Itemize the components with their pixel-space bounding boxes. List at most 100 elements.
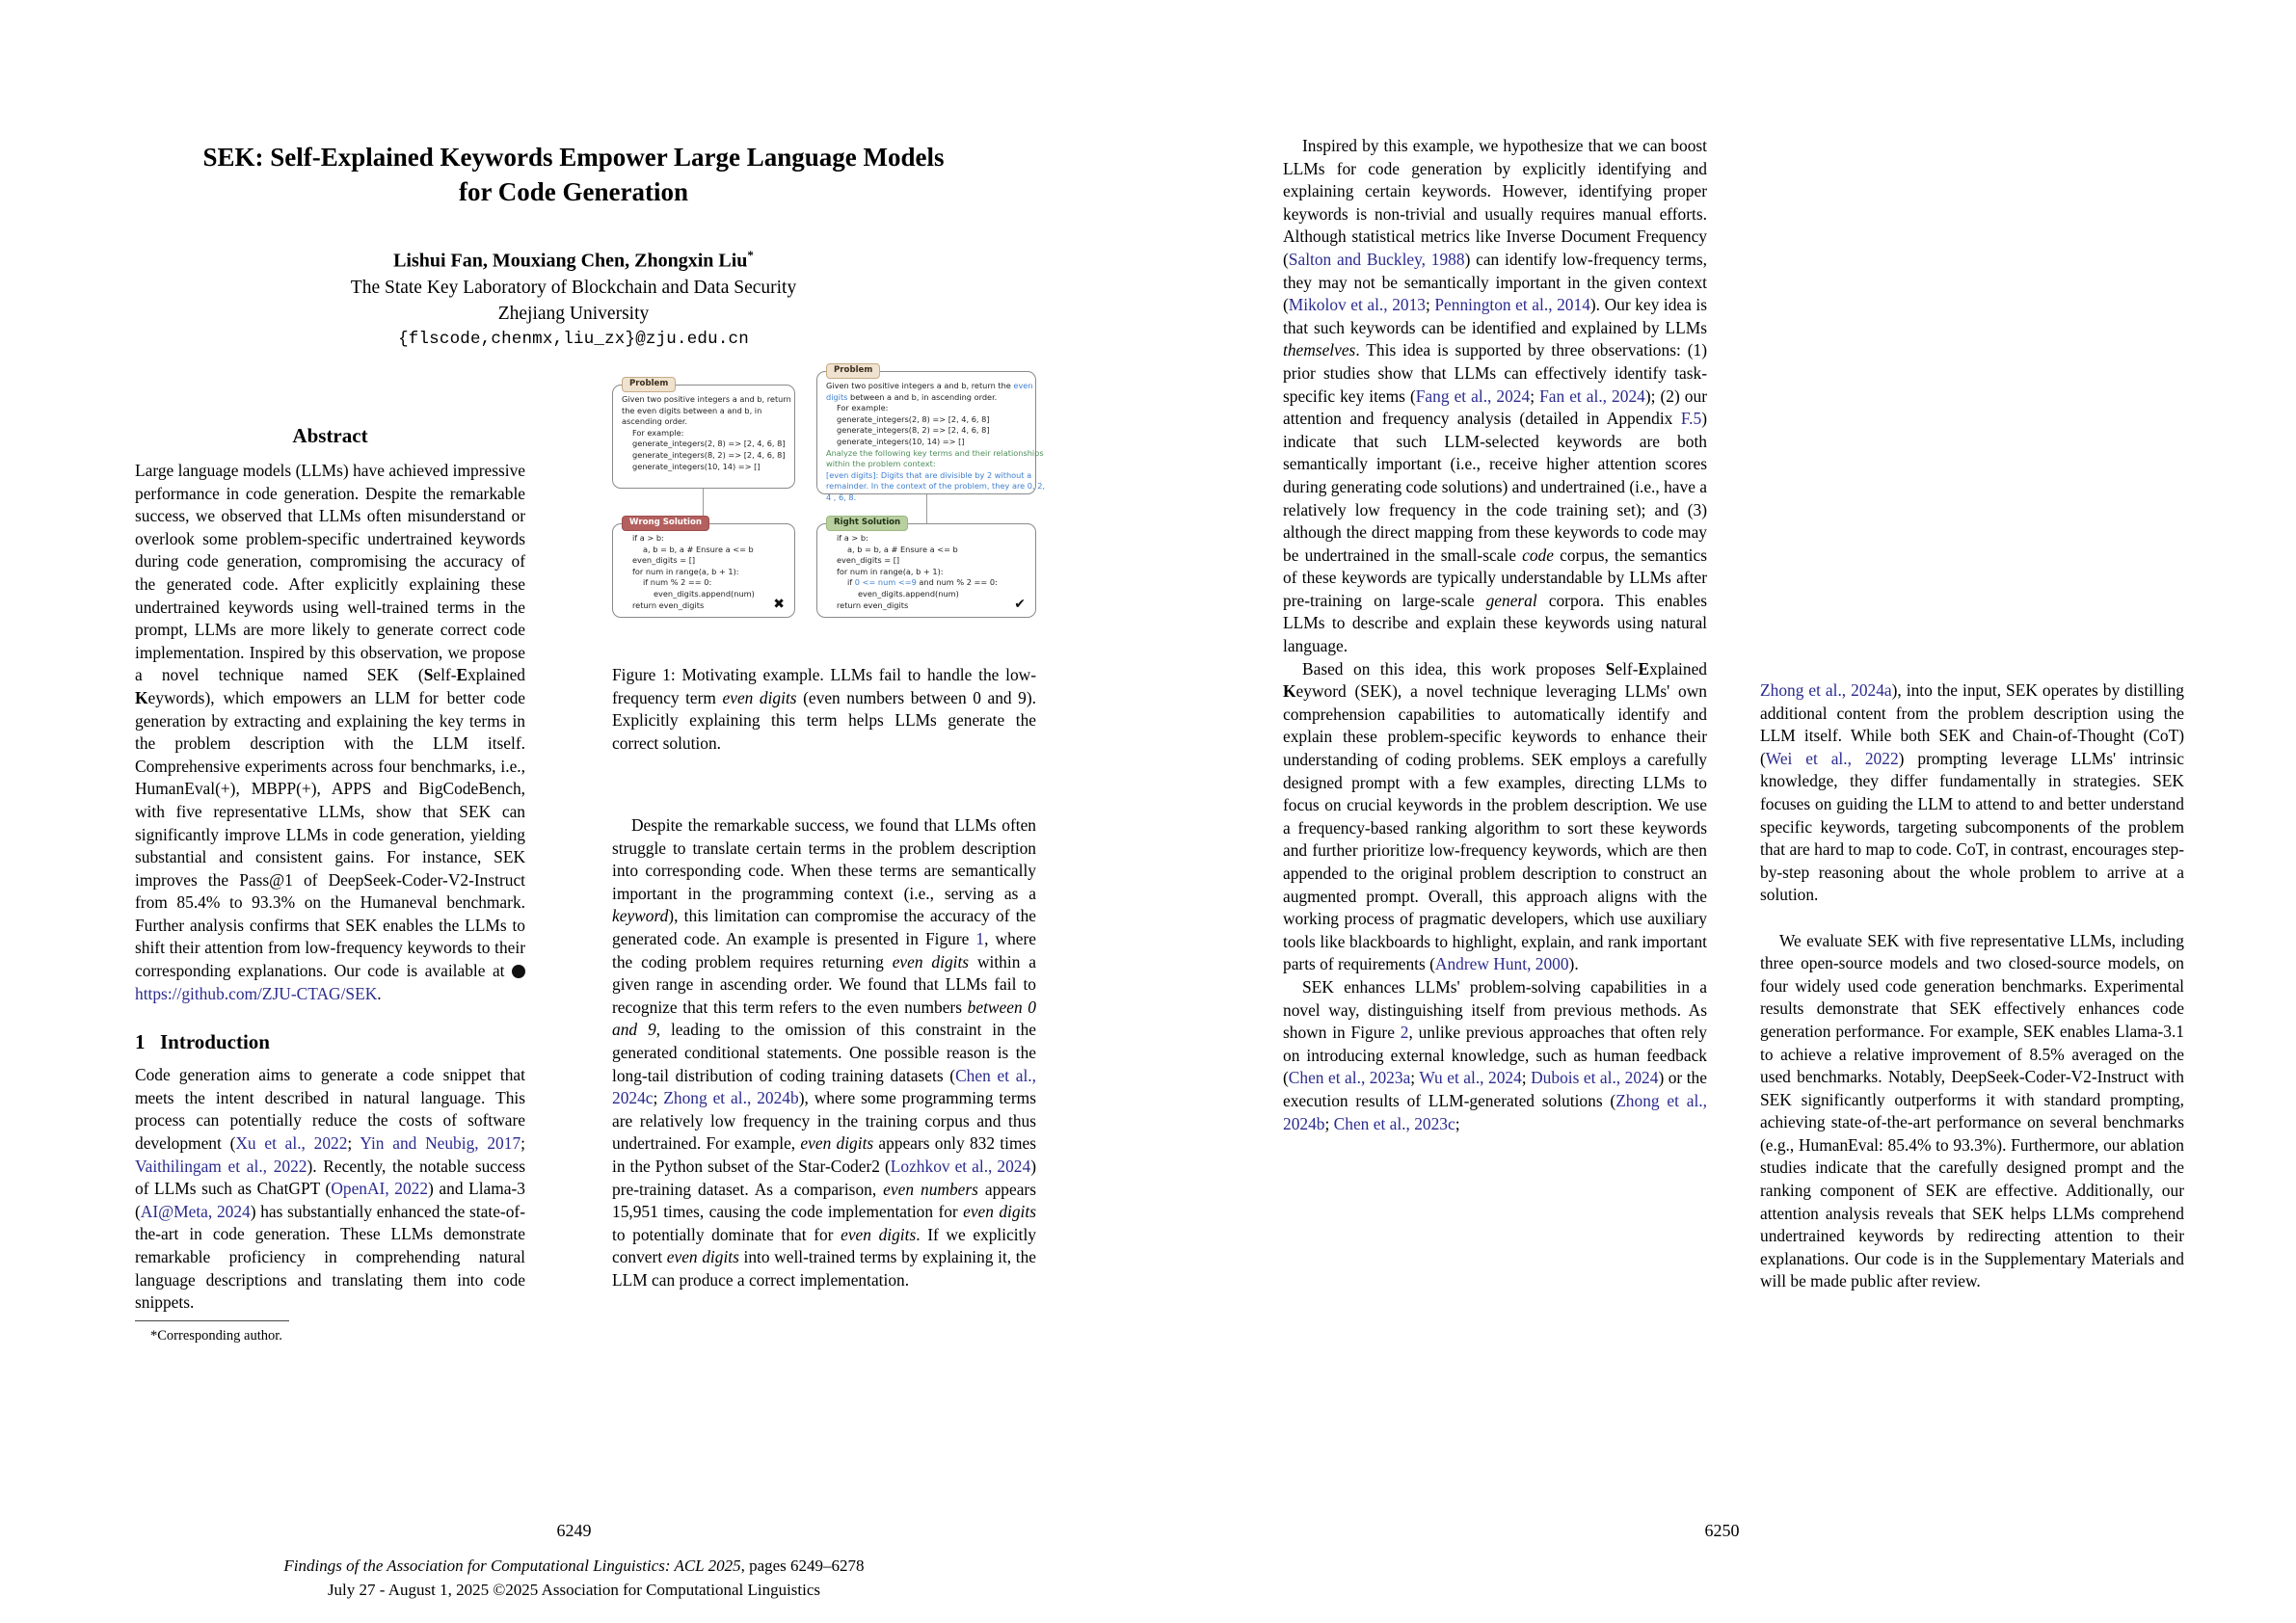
section-heading-introduction: 1 Introduction [135, 1030, 525, 1054]
venue-pages: , pages 6249–6278 [740, 1556, 865, 1575]
fig1-wrong-line-4: for num in range(a, b + 1): [632, 566, 739, 576]
c2-f: ; [653, 1088, 664, 1108]
c3-a: Inspired by this example, we hypothesize… [1283, 136, 1707, 269]
abstract-heading: Abstract [292, 424, 368, 447]
citation-chen-2023a[interactable]: Chen et al., 2023a [1288, 1068, 1411, 1088]
c3-p3-b: , unlike previous approaches that often … [1283, 1023, 1708, 1088]
c3-sek-k: K [1283, 681, 1296, 702]
citation-mikolov-2013[interactable]: Mikolov et al., 2013 [1288, 295, 1426, 315]
sek-xplained: xplained [467, 665, 525, 685]
sek-s: S [423, 665, 434, 685]
figure-1-reference[interactable]: 1 [975, 928, 985, 948]
c2-em-even-digits-2: even digits [800, 1133, 874, 1154]
fig1-right-sol-line-7: return even_digits [837, 599, 909, 610]
fig1-explain-line-2: within the problem context: [826, 459, 936, 469]
c3-sek-elf: elf- [1615, 658, 1639, 678]
citation-wu-2024[interactable]: Wu et al., 2024 [1419, 1068, 1522, 1088]
footnote-corresponding-author: *Corresponding author. [150, 1327, 282, 1344]
c2-em-between: between 0 and 9 [612, 997, 1036, 1040]
col3-paragraph-2: Based on this idea, this work proposes S… [1283, 658, 1707, 976]
code-repo-link[interactable]: https://github.com/ZJU-CTAG/SEK [135, 983, 378, 1003]
author-list: Lishui Fan, Mouxiang Chen, Zhongxin Liu* [174, 242, 974, 275]
figure-1-artwork: Problem Given two positive integers a an… [612, 363, 1045, 651]
citation-lozhkov-2024[interactable]: Lozhkov et al., 2024 [890, 1156, 1031, 1176]
fig1-right-sol-line-5: if 0 <= num <=9 and num % 2 == 0: [826, 577, 1028, 589]
citation-zhong-2024b-2[interactable]: Zhong et al., 2024b [1283, 1090, 1707, 1133]
fig1-right-solution-tag: Right Solution [826, 516, 909, 531]
c2-em-even-digits-4: even digits [666, 1247, 739, 1267]
footnote-divider [135, 1319, 289, 1321]
abstract-body: Large language models (LLMs) have achiev… [135, 460, 525, 1005]
citation-zhong-2024a[interactable]: Zhong et al., 2024a [1760, 680, 1892, 700]
citation-openai-2022[interactable]: OpenAI, 2022 [331, 1179, 429, 1199]
fig1-left-line-2: the even digits between a and b, in [622, 405, 762, 415]
page-number-left: 6249 [556, 1521, 592, 1540]
c3-p3-f: ; [1324, 1113, 1334, 1133]
figure-1: Problem Given two positive integers a an… [612, 363, 1045, 755]
citation-chen-2023c[interactable]: Chen et al., 2023c [1333, 1113, 1455, 1133]
c2-h: appears only 832 times in the Python sub… [612, 1133, 1036, 1176]
citation-zhong-2024b[interactable]: Zhong et al., 2024b [663, 1088, 799, 1108]
c4-b: ) prompting leverage LLMs' intrinsic kno… [1760, 748, 2184, 905]
fig1-right-l1a: Given two positive integers a and b, ret… [826, 381, 1014, 390]
citation-salton-buckley-1988[interactable]: Salton and Buckley, 1988 [1288, 249, 1465, 269]
c2-b: ), this limitation can compromise the ac… [612, 906, 1036, 948]
page-6250: Inspired by this example, we hypothesize… [1148, 0, 2296, 1623]
column-abstract-intro: Abstract Large language models (LLMs) ha… [135, 424, 525, 1345]
appendix-f5-reference[interactable]: F.5 [1680, 409, 1702, 429]
fig1-right-l2b: between a and b, in ascending order. [847, 391, 998, 402]
fig1-added-condition: 0 <= num <=9 [854, 577, 917, 588]
c2-em-even-digits-1: even digits [892, 951, 970, 971]
fig1-connector-right [926, 494, 928, 523]
c2-em-even-numbers-1: even numbers [883, 1179, 978, 1199]
fig1-problem-tag-right: Problem [826, 363, 881, 379]
intro-sep-2: ; [521, 1133, 525, 1154]
c3-p2-b: eyword (SEK), a novel technique leveragi… [1283, 681, 1707, 974]
c3-p3-d: ; [1521, 1068, 1532, 1088]
citation-chen-2024c[interactable]: Chen et al., 2024c [612, 1065, 1036, 1108]
fig1-wrong-line-3: even_digits = [] [632, 555, 696, 566]
author-email: {flscode,chenmx,liu_zx}@zju.edu.cn [398, 329, 749, 349]
c4-a: ), into the input, SEK operates by disti… [1760, 680, 2184, 768]
venue-footer: Findings of the Association for Computat… [0, 1554, 1148, 1602]
fig1-left-line-3: ascending order. [622, 416, 688, 427]
fig1-left-line-4: For example: [632, 427, 684, 438]
fig1-right-line-1: Given two positive integers a and b, ret… [826, 381, 1033, 392]
fig1-cross-icon: ✖ [773, 597, 785, 612]
citation-yin-neubig-2017[interactable]: Yin and Neubig, 2017 [360, 1133, 521, 1154]
paper-title-line2: for Code Generation [459, 177, 688, 206]
fig1-caption-b: (even numbers between 0 and 9). Explicit… [612, 687, 1036, 753]
citation-wei-2022[interactable]: Wei et al., 2022 [1765, 748, 1899, 768]
citation-dubois-2024[interactable]: Dubois et al., 2024 [1531, 1068, 1659, 1088]
fig1-right-line-6: generate_integers(10, 14) => [] [837, 436, 965, 446]
col4-paragraph-1: Zhong et al., 2024a), into the input, SE… [1760, 679, 2184, 907]
intro-text-a: Code generation aims to generate a code … [135, 1065, 525, 1154]
citation-pennington-2014[interactable]: Pennington et al., 2014 [1434, 295, 1590, 315]
fig1-explain-line-3: [even digits]: Digits that are divisible… [826, 469, 1032, 480]
column2-body: Despite the remarkable success, we found… [612, 814, 1036, 1291]
c3-j: corpora. This enables LLMs to describe a… [1283, 590, 1708, 656]
c2-m: into well-trained terms by explaining it… [612, 1247, 1036, 1290]
citation-aimeta-2024[interactable]: AI@Meta, 2024 [140, 1201, 251, 1221]
c2-em-keyword: keyword [612, 906, 669, 926]
fig1-problem-box-left: Problem Given two positive integers a an… [612, 377, 795, 489]
fig1-wrong-solution-tag: Wrong Solution [622, 516, 709, 531]
fig1-right-sol-line-2: a, b = b, a # Ensure a <= b [847, 544, 958, 554]
citation-fan-2024[interactable]: Fan et al., 2024 [1539, 386, 1645, 406]
fig1-rs-l5a: if [847, 577, 855, 588]
section-number: 1 [135, 1030, 146, 1054]
figure-2-reference[interactable]: 2 [1400, 1023, 1409, 1043]
citation-andrew-hunt-2000[interactable]: Andrew Hunt, 2000 [1434, 954, 1569, 974]
fig1-right-sol-line-4: for num in range(a, b + 1): [837, 566, 944, 576]
fig1-wrong-line-2: a, b = b, a # Ensure a <= b [643, 544, 754, 554]
c3-g: ); (2) our attention and frequency analy… [1283, 386, 1707, 429]
c2-e: , leading to the omission of this constr… [612, 1020, 1036, 1085]
c2-em-even-digits-3: even digits [841, 1224, 917, 1244]
citation-xu-2022[interactable]: Xu et al., 2022 [235, 1133, 348, 1154]
citation-fang-2024[interactable]: Fang et al., 2024 [1415, 386, 1531, 406]
intro-sep-1: ; [347, 1133, 360, 1154]
fig1-problem-text-left: Given two positive integers a and b, ret… [622, 394, 791, 472]
abstract-text-part2: eywords), which empowers an LLM for bett… [135, 687, 525, 981]
c3-e: . This idea is supported by three observ… [1283, 340, 1707, 406]
citation-vaithilingam-2022[interactable]: Vaithilingam et al., 2022 [135, 1156, 307, 1176]
